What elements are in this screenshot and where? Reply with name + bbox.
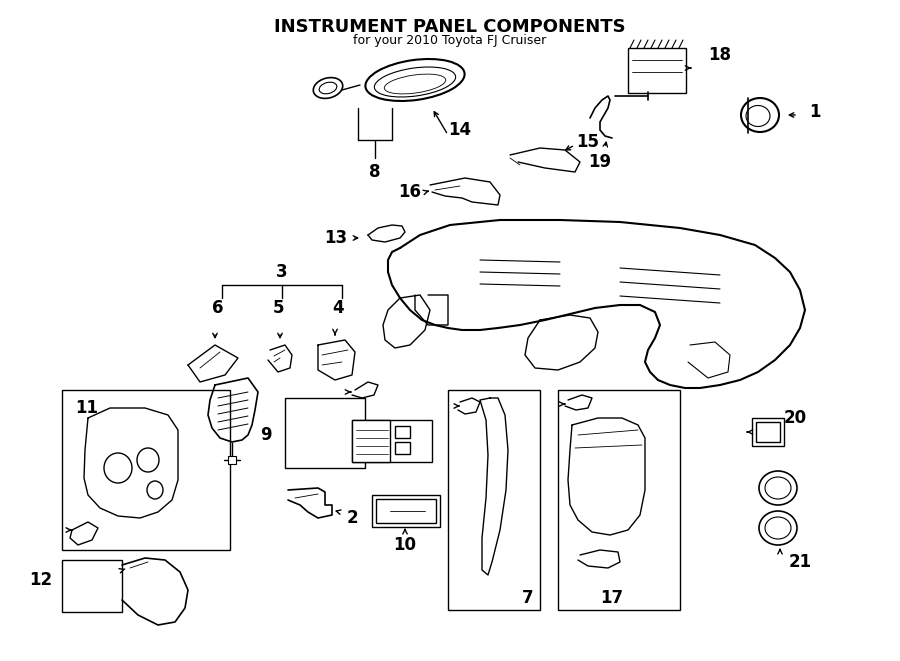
Text: 20: 20 — [783, 409, 806, 427]
Ellipse shape — [147, 481, 163, 499]
Ellipse shape — [320, 82, 337, 94]
Ellipse shape — [374, 67, 455, 97]
Text: for your 2010 Toyota FJ Cruiser: for your 2010 Toyota FJ Cruiser — [354, 34, 546, 47]
Bar — [352, 420, 432, 462]
Ellipse shape — [384, 74, 446, 94]
Text: 10: 10 — [393, 536, 417, 554]
Ellipse shape — [759, 511, 797, 545]
Text: 15: 15 — [577, 133, 599, 151]
Bar — [376, 499, 436, 523]
Ellipse shape — [365, 59, 464, 101]
Text: 12: 12 — [29, 571, 52, 589]
Bar — [352, 420, 390, 462]
Bar — [62, 560, 122, 612]
Ellipse shape — [137, 448, 159, 472]
Text: 18: 18 — [708, 46, 732, 64]
Text: 13: 13 — [324, 229, 347, 247]
Bar — [62, 390, 230, 550]
Text: 19: 19 — [589, 153, 612, 171]
Bar — [395, 442, 410, 454]
Text: 6: 6 — [212, 299, 224, 317]
Ellipse shape — [313, 77, 343, 98]
Text: 21: 21 — [788, 553, 812, 571]
Text: 16: 16 — [399, 183, 421, 201]
Text: 17: 17 — [600, 589, 624, 607]
Text: 8: 8 — [369, 163, 381, 181]
Text: 14: 14 — [448, 121, 472, 139]
Bar — [558, 390, 680, 610]
Ellipse shape — [759, 471, 797, 505]
Text: 3: 3 — [276, 263, 288, 281]
Bar — [752, 418, 784, 446]
Text: 1: 1 — [809, 103, 821, 121]
Text: INSTRUMENT PANEL COMPONENTS: INSTRUMENT PANEL COMPONENTS — [274, 18, 626, 36]
Text: 4: 4 — [332, 299, 344, 317]
Bar — [756, 422, 780, 442]
Ellipse shape — [746, 106, 770, 126]
Text: 7: 7 — [522, 589, 534, 607]
Text: 9: 9 — [260, 426, 272, 444]
Bar — [285, 398, 365, 468]
Ellipse shape — [741, 98, 779, 132]
Bar — [372, 495, 440, 527]
Bar — [628, 48, 686, 93]
Text: 11: 11 — [75, 399, 98, 417]
Text: 5: 5 — [272, 299, 284, 317]
Ellipse shape — [765, 477, 791, 499]
Text: 2: 2 — [346, 509, 358, 527]
Bar — [448, 390, 540, 610]
Ellipse shape — [765, 517, 791, 539]
Ellipse shape — [104, 453, 132, 483]
Bar — [395, 426, 410, 438]
